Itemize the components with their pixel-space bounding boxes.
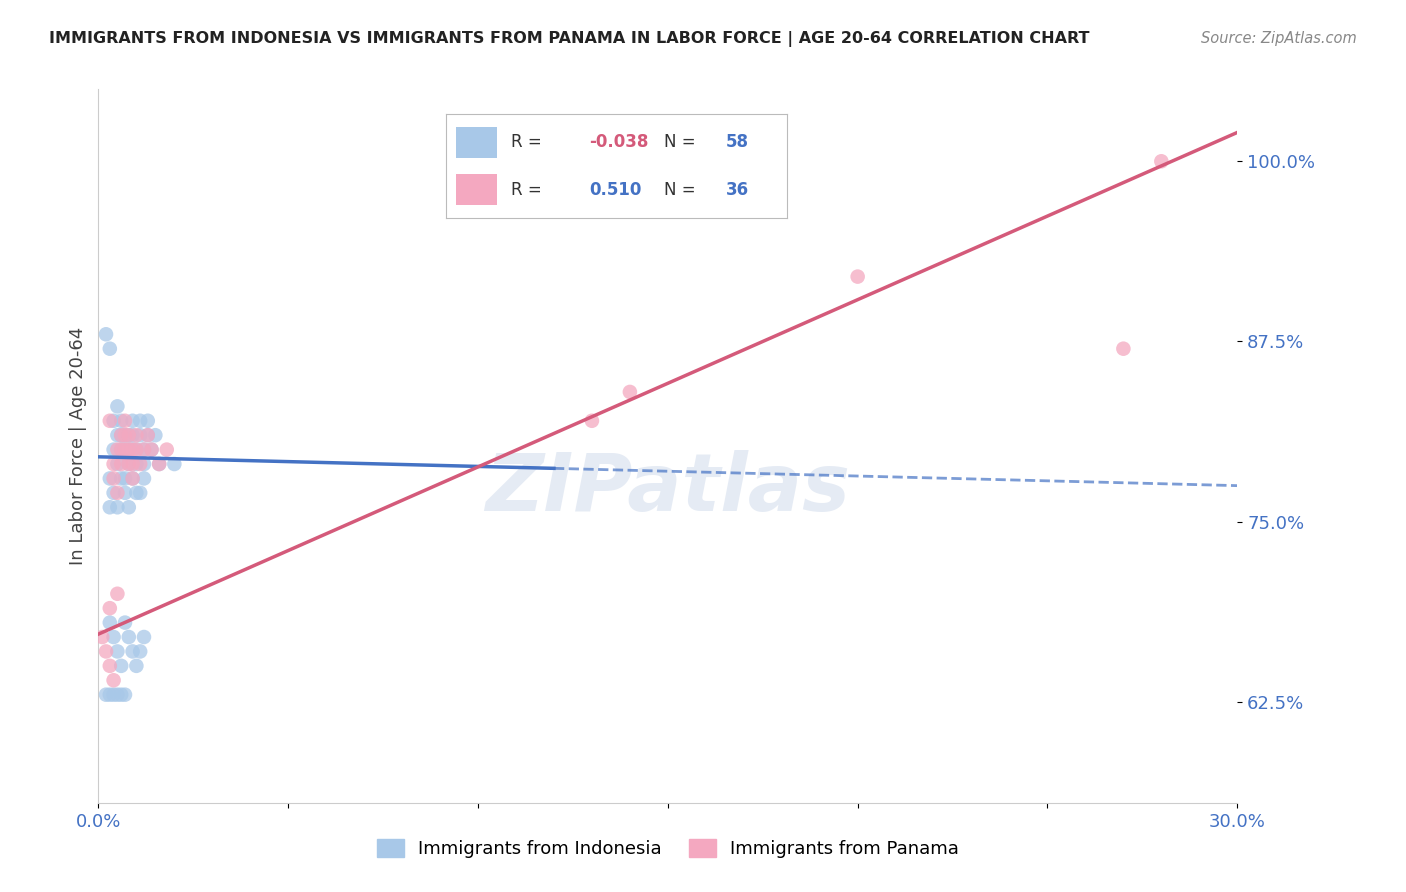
Point xyxy=(107,500,129,515)
Point xyxy=(129,457,152,471)
Point xyxy=(114,442,136,457)
Point xyxy=(129,428,152,442)
Point xyxy=(136,428,159,442)
Point xyxy=(107,428,129,442)
Point xyxy=(121,428,143,442)
Legend: Immigrants from Indonesia, Immigrants from Panama: Immigrants from Indonesia, Immigrants fr… xyxy=(370,831,966,865)
Point xyxy=(125,658,148,673)
Text: IMMIGRANTS FROM INDONESIA VS IMMIGRANTS FROM PANAMA IN LABOR FORCE | AGE 20-64 C: IMMIGRANTS FROM INDONESIA VS IMMIGRANTS … xyxy=(49,31,1090,47)
Point xyxy=(148,457,170,471)
Point xyxy=(145,428,167,442)
Point xyxy=(94,327,117,342)
Point xyxy=(118,442,141,457)
Point xyxy=(98,615,121,630)
Point xyxy=(107,486,129,500)
Point xyxy=(129,414,152,428)
Point xyxy=(118,428,141,442)
Point xyxy=(136,414,159,428)
Point xyxy=(103,414,125,428)
Point xyxy=(118,457,141,471)
Point xyxy=(110,428,132,442)
Point xyxy=(107,688,129,702)
Point xyxy=(118,630,141,644)
Point xyxy=(107,442,129,457)
Point xyxy=(91,630,114,644)
Point xyxy=(114,471,136,485)
Point xyxy=(132,442,155,457)
Point xyxy=(98,688,121,702)
Point xyxy=(581,414,603,428)
Point xyxy=(110,442,132,457)
Point xyxy=(121,471,143,485)
Point xyxy=(103,471,125,485)
Point xyxy=(132,630,155,644)
Point xyxy=(110,658,132,673)
Point xyxy=(98,601,121,615)
Point xyxy=(94,688,117,702)
Point xyxy=(163,457,186,471)
Point xyxy=(110,428,132,442)
Point xyxy=(103,688,125,702)
Point xyxy=(121,442,143,457)
Point xyxy=(114,615,136,630)
Point xyxy=(118,428,141,442)
Point xyxy=(110,688,132,702)
Point xyxy=(136,428,159,442)
Text: Source: ZipAtlas.com: Source: ZipAtlas.com xyxy=(1201,31,1357,46)
Point xyxy=(129,644,152,658)
Point xyxy=(148,457,170,471)
Point xyxy=(107,457,129,471)
Point xyxy=(110,471,132,485)
Point xyxy=(94,644,117,658)
Point xyxy=(107,644,129,658)
Point xyxy=(107,400,129,414)
Point xyxy=(121,471,143,485)
Y-axis label: In Labor Force | Age 20-64: In Labor Force | Age 20-64 xyxy=(69,326,87,566)
Point xyxy=(141,442,163,457)
Point xyxy=(125,457,148,471)
Text: ZIPatlas: ZIPatlas xyxy=(485,450,851,528)
Point xyxy=(98,500,121,515)
Point xyxy=(114,428,136,442)
Point xyxy=(103,457,125,471)
Point xyxy=(118,500,141,515)
Point xyxy=(846,269,869,284)
Point xyxy=(103,673,125,688)
Point xyxy=(132,457,155,471)
Point xyxy=(114,442,136,457)
Point xyxy=(114,688,136,702)
Point xyxy=(132,442,155,457)
Point xyxy=(110,414,132,428)
Point xyxy=(98,342,121,356)
Point xyxy=(114,486,136,500)
Point xyxy=(129,486,152,500)
Point xyxy=(110,457,132,471)
Point xyxy=(107,587,129,601)
Point xyxy=(1112,342,1135,356)
Point xyxy=(125,442,148,457)
Point xyxy=(103,486,125,500)
Point xyxy=(121,644,143,658)
Point xyxy=(125,442,148,457)
Point xyxy=(110,442,132,457)
Point xyxy=(103,442,125,457)
Point xyxy=(98,471,121,485)
Point xyxy=(121,457,143,471)
Point xyxy=(125,428,148,442)
Point xyxy=(125,486,148,500)
Point xyxy=(98,414,121,428)
Point xyxy=(619,384,641,399)
Point xyxy=(114,414,136,428)
Point xyxy=(118,457,141,471)
Point xyxy=(103,630,125,644)
Point xyxy=(121,442,143,457)
Point xyxy=(98,658,121,673)
Point xyxy=(1150,154,1173,169)
Point xyxy=(156,442,179,457)
Point xyxy=(141,442,163,457)
Point xyxy=(118,442,141,457)
Point xyxy=(121,414,143,428)
Point xyxy=(114,428,136,442)
Point xyxy=(132,471,155,485)
